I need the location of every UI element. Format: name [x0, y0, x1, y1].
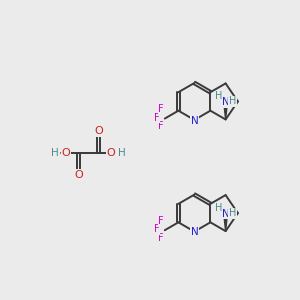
Text: F: F [154, 224, 160, 234]
Text: F: F [154, 113, 160, 123]
Text: F: F [158, 104, 164, 114]
Text: N: N [222, 97, 230, 107]
Polygon shape [224, 215, 227, 231]
Text: H: H [51, 148, 59, 158]
Polygon shape [224, 104, 227, 119]
Text: O: O [94, 127, 103, 136]
Text: H: H [118, 148, 125, 158]
Text: N: N [190, 116, 198, 126]
Text: N: N [222, 209, 230, 219]
Text: F: F [158, 216, 164, 226]
Text: H: H [229, 208, 236, 218]
Text: O: O [74, 169, 83, 180]
Text: O: O [106, 148, 115, 158]
Text: H: H [215, 91, 222, 101]
Text: F: F [158, 121, 164, 131]
Text: N: N [190, 227, 198, 237]
Text: F: F [158, 233, 164, 243]
Text: H: H [215, 203, 222, 213]
Text: O: O [61, 148, 70, 158]
Text: H: H [229, 96, 236, 106]
